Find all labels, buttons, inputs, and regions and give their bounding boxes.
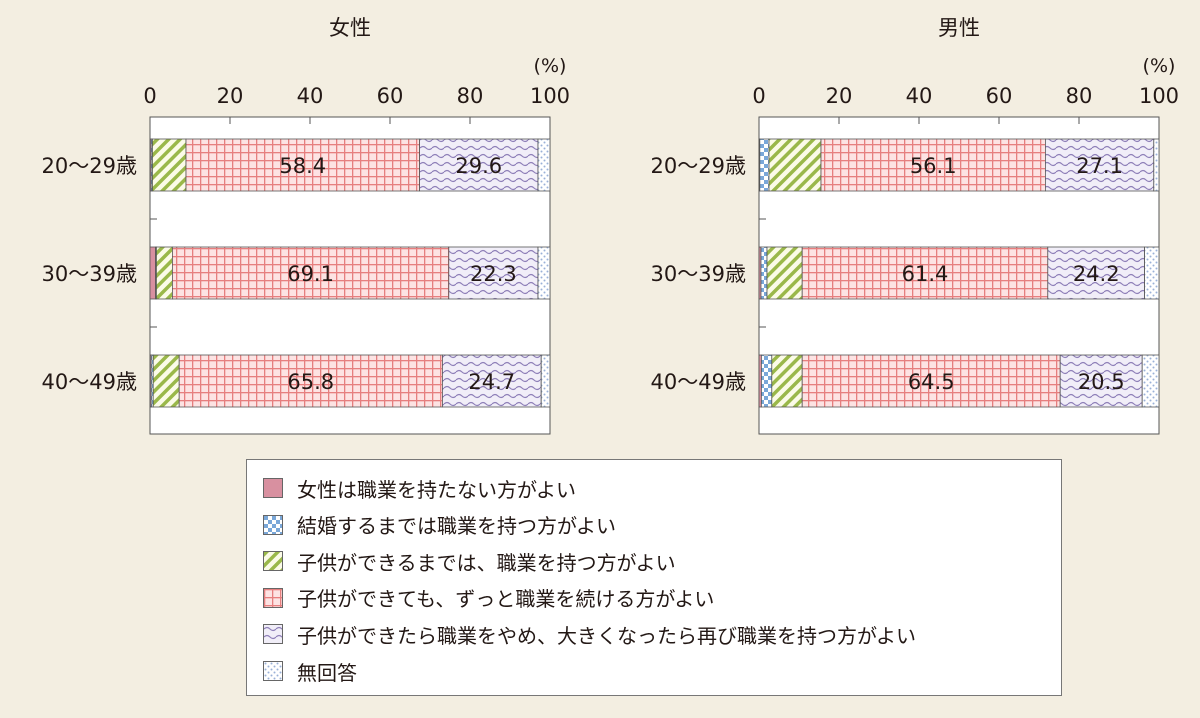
x-tick-label: 20 [826,84,853,108]
bar-segment [759,138,770,192]
bar-segment [801,246,1049,300]
x-tick-label: 40 [906,84,933,108]
bar-segment [171,246,450,300]
data-label: 65.8 [287,370,334,394]
legend-item: 子供ができても、ずっと職業を続ける方がよい [263,584,714,612]
data-label: 22.3 [470,262,517,286]
category-label: 40～49歳 [651,370,746,394]
bar-segment [771,354,803,408]
bar-segment [419,138,539,192]
category-label: 20～29歳 [42,154,137,178]
legend-swatch [263,551,283,572]
legend-label: 子供ができるまでは、職業を持つ方がよい [297,550,676,575]
legend-item: 女性は職業を持たない方がよい [263,474,576,502]
x-tick-label: 60 [377,84,404,108]
category-label: 30～39歳 [42,262,137,286]
men-panel: 男性 (%) 0 20 40 60 80 100 20～29歳 56.1 27.1 30～39歳 61.… [651,16,1179,435]
data-label: 58.4 [279,154,326,178]
data-label: 69.1 [287,262,334,286]
bar-segment [1045,138,1155,192]
data-label: 29.6 [455,154,502,178]
bar-segment [761,354,773,408]
data-label: 61.4 [902,262,949,286]
bar-segment [149,246,156,300]
panel-title: 女性 [329,16,371,40]
legend-swatch [263,514,283,535]
legend: 女性は職業を持たない方がよい結婚するまでは職業を持つ方がよい子供ができるまでは、… [246,459,1062,696]
bar-segment [185,138,421,192]
x-tick-label: 20 [217,84,244,108]
data-label: 20.5 [1078,370,1125,394]
x-tick-label: 60 [986,84,1013,108]
data-label: 24.2 [1073,262,1120,286]
bar-segment [766,246,803,300]
bar-segment [1047,246,1146,300]
bar-segment [1059,354,1143,408]
bar-segment [155,246,173,300]
data-label: 56.1 [910,154,957,178]
bar-segment [151,138,187,192]
legend-label: 子供ができても、ずっと職業を続ける方がよい [297,587,715,612]
legend-label: 結婚するまでは職業を持つ方がよい [297,514,616,539]
data-label: 27.1 [1076,154,1123,178]
legend-swatch [263,478,283,498]
x-tick-label: 80 [457,84,484,108]
legend-label: 無回答 [297,660,357,685]
bar-segment [537,138,551,192]
x-tick-label: 100 [530,84,570,108]
x-tick-label: 100 [1139,84,1179,108]
category-label: 40～49歳 [42,370,137,394]
x-tick-label: 0 [143,84,156,108]
data-label: 24.7 [468,370,515,394]
legend-swatch [263,624,283,645]
x-tick-label: 40 [297,84,324,108]
bar-segment [1144,246,1160,300]
legend-swatch [263,661,283,681]
legend-item: 子供ができたら職業をやめ、大きくなったら再び職業を持つ方がよい [263,620,916,648]
panel-title: 男性 [938,16,980,40]
bar-segment [760,246,768,300]
data-label: 64.5 [908,370,955,394]
bar-segment [1153,138,1160,192]
bar-segment [768,138,822,192]
bar-segment [152,354,180,408]
unit-label: (%) [1143,55,1176,77]
bar-segment [801,354,1061,408]
legend-item: 子供ができるまでは、職業を持つ方がよい [263,547,676,575]
legend-swatch [263,587,283,608]
legend-label: 女性は職業を持たない方がよい [297,477,576,502]
legend-label: 子供ができたら職業をやめ、大きくなったら再び職業を持つ方がよい [297,623,916,648]
legend-item: 結婚するまでは職業を持つ方がよい [263,511,616,539]
legend-item: 無回答 [263,657,357,685]
x-tick-label: 80 [1066,84,1093,108]
x-tick-label: 0 [752,84,765,108]
bar-segment [820,138,1046,192]
bar-segment [448,246,539,300]
bar-segment [537,246,551,300]
bar-segment [1141,354,1160,408]
bar-segment [441,354,542,408]
unit-label: (%) [534,55,567,77]
bar-segment [540,354,551,408]
category-label: 20～29歳 [651,154,746,178]
category-label: 30～39歳 [651,262,746,286]
women-panel: 女性 (%) 0 20 40 60 80 100 20～29歳 58.4 29.6 30～39歳 69.… [42,16,570,435]
